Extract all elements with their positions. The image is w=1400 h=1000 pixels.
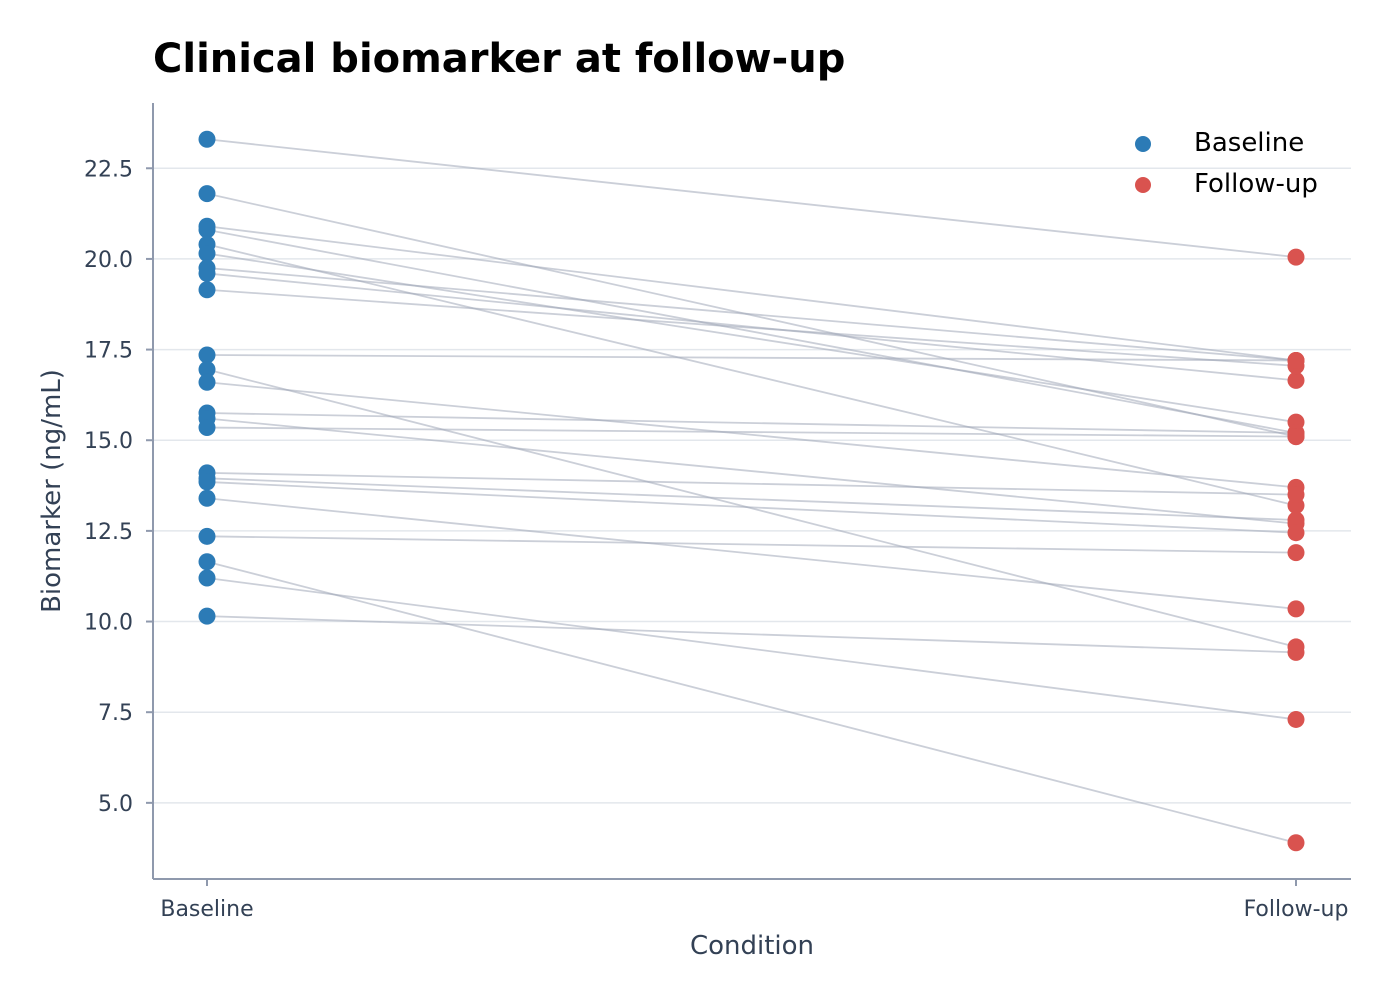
legend-label-baseline: Baseline (1194, 128, 1304, 158)
follow-up-point (1287, 524, 1305, 542)
y-axis-label: Biomarker (ng/mL) (37, 369, 67, 613)
pair-line (206, 535, 1297, 554)
follow-up-point (1287, 371, 1305, 389)
y-tick-label: 5.0 (98, 792, 133, 817)
pair-line (206, 481, 1297, 534)
pair-line (206, 272, 1297, 382)
baseline-point (198, 130, 216, 148)
x-ticks: Baseline Follow-up (160, 879, 1348, 922)
pair-line (206, 477, 1297, 521)
follow-up-point (1287, 486, 1305, 504)
y-tick-label: 22.5 (84, 157, 133, 182)
follow-up-point (1287, 351, 1305, 369)
follow-up-point (1287, 428, 1305, 446)
pair-line (206, 252, 1297, 423)
legend-marker-follow-up (1135, 177, 1151, 193)
paired-lines (206, 138, 1297, 844)
y-tick-label: 12.5 (84, 520, 133, 545)
pair-line (206, 471, 1297, 496)
y-tick-label: 15.0 (84, 429, 133, 454)
pair-line (206, 267, 1297, 362)
baseline-point (198, 264, 216, 282)
baseline-point (198, 281, 216, 299)
follow-up-point (1287, 248, 1305, 266)
pair-line (206, 288, 1297, 367)
pair-line (206, 243, 1297, 507)
follow-up-point (1287, 511, 1305, 529)
pair-line (206, 417, 1297, 525)
x-axis-label: Condition (690, 931, 814, 961)
pair-line (206, 426, 1297, 438)
follow-up-point (1287, 544, 1305, 562)
y-tick-label: 10.0 (84, 611, 133, 636)
pair-line (206, 225, 1297, 362)
baseline-point (198, 569, 216, 587)
y-tick-label: 17.5 (84, 339, 133, 364)
pair-line (206, 560, 1297, 844)
legend: Baseline Follow-up (1135, 128, 1318, 199)
baseline-point (198, 185, 216, 203)
baseline-point (198, 361, 216, 379)
baseline-point (198, 244, 216, 262)
grid (153, 167, 1351, 804)
follow-up-point (1287, 600, 1305, 618)
x-tick-label: Baseline (160, 897, 253, 922)
pair-line (206, 577, 1297, 721)
follow-up-point (1287, 643, 1305, 661)
pair-line (206, 381, 1297, 489)
baseline-point (198, 373, 216, 391)
pair-line (206, 229, 1297, 434)
data-points (198, 130, 1305, 852)
baseline-point (198, 489, 216, 507)
y-tick-label: 20.0 (84, 248, 133, 273)
legend-marker-baseline (1135, 136, 1151, 152)
chart-title: Clinical biomarker at follow-up (153, 36, 845, 82)
pair-line (206, 138, 1297, 259)
follow-up-point (1287, 834, 1305, 852)
pair-line (206, 497, 1297, 610)
baseline-point (198, 419, 216, 437)
baseline-point (198, 527, 216, 545)
pair-line (206, 354, 1297, 362)
x-tick-label: Follow-up (1244, 897, 1349, 922)
y-tick-label: 7.5 (98, 701, 133, 726)
baseline-point (198, 221, 216, 239)
baseline-point (198, 473, 216, 491)
pair-line (206, 192, 1297, 438)
y-ticks: 5.0 7.5 10.0 12.5 15.0 17.5 20.0 22.5 (84, 157, 153, 817)
pair-line (206, 615, 1297, 654)
baseline-point (198, 553, 216, 571)
legend-label-follow-up: Follow-up (1194, 169, 1318, 199)
follow-up-point (1287, 710, 1305, 728)
pair-line (206, 412, 1297, 434)
baseline-point (198, 346, 216, 364)
baseline-point (198, 607, 216, 625)
